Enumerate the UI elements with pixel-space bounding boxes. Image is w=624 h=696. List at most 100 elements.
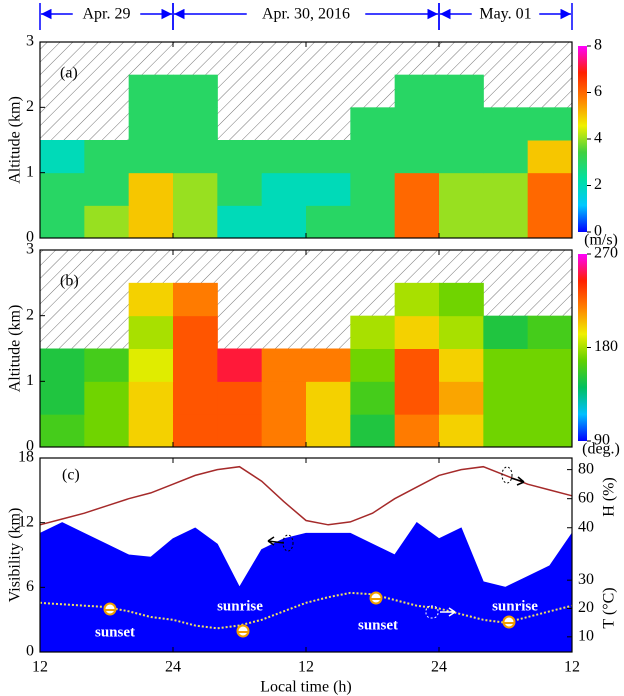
axis-pointer-arrow xyxy=(440,607,456,617)
heatmap-cell xyxy=(261,381,307,415)
y-axis-label: Visibility (km) xyxy=(7,508,24,603)
axis-pointer-arrow xyxy=(267,536,285,546)
heatmap-cell xyxy=(350,107,396,141)
date-label-bg xyxy=(72,5,141,23)
y-tick-label: 0 xyxy=(26,229,34,246)
annotation: sunrise xyxy=(217,598,263,614)
heatmap-cell xyxy=(128,107,174,141)
axis-pointer-arrow xyxy=(510,476,525,486)
heatmap-cell xyxy=(483,140,529,174)
heatmap-cell xyxy=(217,205,263,239)
heatmap-cell xyxy=(173,381,218,415)
colorbar xyxy=(578,254,587,441)
y3-axis-label: T (°C) xyxy=(601,587,618,628)
heatmap-cell xyxy=(173,74,218,108)
colorbar-tick-label: 90 xyxy=(594,432,610,449)
y2-axis-label: H (%) xyxy=(601,477,618,517)
heatmap-cell xyxy=(217,348,263,382)
heatmap-cell xyxy=(394,282,440,317)
x-tick-label: 12 xyxy=(298,659,314,676)
heatmap-cell xyxy=(350,348,396,382)
date-label-bg xyxy=(471,5,540,23)
heatmap-cell xyxy=(439,172,484,206)
heatmap-cell xyxy=(439,107,484,141)
heatmap-cell xyxy=(394,107,440,141)
heatmap-cell xyxy=(306,205,351,239)
heatmap-cell xyxy=(527,381,573,415)
x-tick-label: 24 xyxy=(431,659,447,676)
heatmap-cell xyxy=(439,348,484,382)
heatmap-cell xyxy=(483,381,529,415)
heatmap-cell xyxy=(40,348,85,382)
heatmap-cell xyxy=(84,205,130,239)
heatmap-cell xyxy=(439,381,484,415)
heatmap-cell xyxy=(84,381,130,415)
heatmap-cell xyxy=(128,282,174,317)
heatmap-cell xyxy=(173,282,218,317)
heatmap-cell xyxy=(394,348,440,382)
heatmap-cell xyxy=(261,414,307,448)
heatmap-cell xyxy=(350,172,396,206)
heatmap-cell xyxy=(40,205,85,239)
axis-pointer xyxy=(501,466,513,484)
y-tick-label: 6 xyxy=(26,578,34,595)
colorbar-tick-label: 4 xyxy=(594,130,602,147)
heatmap-cell xyxy=(439,74,484,108)
date-label: Apr. 29 xyxy=(83,6,131,23)
x-tick-label: 12 xyxy=(564,659,580,676)
heatmap-cell xyxy=(527,315,573,349)
y-tick-label: 18 xyxy=(18,449,34,466)
y-tick-label: 3 xyxy=(26,33,34,50)
y-tick-label: 20 xyxy=(578,599,594,616)
heatmap-cell xyxy=(217,381,263,415)
y-tick-label: 10 xyxy=(578,628,594,645)
x-tick-label: 24 xyxy=(165,659,181,676)
y-tick-label: 30 xyxy=(578,571,594,588)
colorbar-tick-label: 0 xyxy=(594,223,602,240)
colorbar xyxy=(578,46,587,232)
heatmap-cell xyxy=(261,348,307,382)
visibility-area xyxy=(39,521,573,653)
heatmap-cell xyxy=(261,140,307,174)
heatmap-cell xyxy=(306,414,351,448)
y-tick-label: 2 xyxy=(26,306,34,323)
heatmap-cell xyxy=(394,172,440,206)
x-axis-label: Local time (h) xyxy=(260,679,352,696)
y-tick-label: 1 xyxy=(26,372,34,389)
heatmap-cell xyxy=(217,140,263,174)
date-label: May. 01 xyxy=(479,6,531,23)
heatmap-cell xyxy=(483,205,529,239)
date-label-bg xyxy=(246,5,366,23)
heatmap-cell xyxy=(261,205,307,239)
panel-label: (c) xyxy=(62,467,80,484)
t-line xyxy=(39,591,573,630)
heatmap-cell xyxy=(261,172,307,206)
heatmap-cell xyxy=(394,315,440,349)
heatmap-cell xyxy=(394,381,440,415)
heatmap-cell xyxy=(128,140,174,174)
heatmap-cell xyxy=(439,205,484,239)
heatmap-cell xyxy=(306,381,351,415)
heatmap-cell xyxy=(527,205,573,239)
heatmap-cell xyxy=(527,107,573,141)
heatmap-cell xyxy=(483,414,529,448)
heatmap-cell xyxy=(350,414,396,448)
y-tick-label: 80 xyxy=(578,460,594,477)
heatmap-cell xyxy=(439,414,484,448)
heatmap-cell xyxy=(128,414,174,448)
colorbar-tick-label: 180 xyxy=(594,338,618,355)
heatmap-cell xyxy=(306,172,351,206)
y-tick-label: 2 xyxy=(26,98,34,115)
heatmap-cell xyxy=(306,348,351,382)
heatmap-cell xyxy=(128,172,174,206)
y-axis-label: Altitude (km) xyxy=(7,305,24,393)
colorbar-label: (m/s) xyxy=(584,232,618,249)
heatmap-cell xyxy=(483,107,529,141)
heatmap-cell xyxy=(40,172,85,206)
heatmap-cell xyxy=(394,74,440,108)
heatmap-cell xyxy=(173,348,218,382)
y-tick-label: 12 xyxy=(18,513,34,530)
heatmap-cell xyxy=(483,172,529,206)
heatmap-cell xyxy=(350,315,396,349)
panel-label: (b) xyxy=(60,273,79,290)
